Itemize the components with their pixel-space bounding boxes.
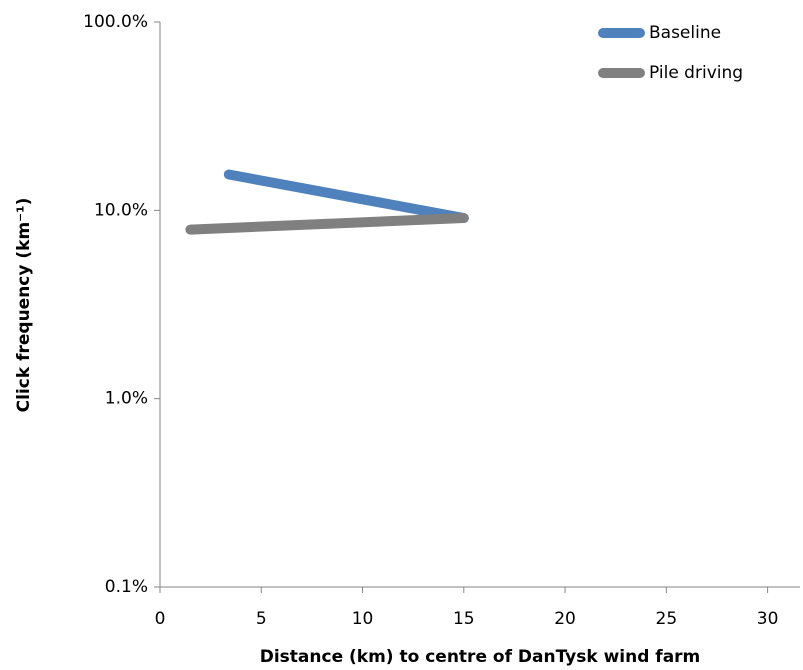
legend-label: Pile driving [649,63,743,83]
series-line [223,169,469,224]
x-axis-title: Distance (km) to centre of DanTysk wind … [260,647,701,667]
y-axis-title: Click frequency (km⁻¹) [14,198,34,413]
y-tick-label: 0.1% [105,577,148,597]
x-tick-label: 5 [256,609,267,629]
x-tick-label: 10 [352,609,374,629]
series-line [185,213,469,235]
x-tick-label: 0 [155,609,166,629]
y-tick-label: 1.0% [105,389,148,409]
x-tick-label: 15 [453,609,475,629]
legend-label: Baseline [649,23,721,43]
x-tick-label: 25 [656,609,678,629]
y-tick-label: 10.0% [94,200,148,220]
x-tick-label: 20 [554,609,576,629]
y-tick-label: 100.0% [83,12,148,32]
x-tick-label: 30 [757,609,779,629]
